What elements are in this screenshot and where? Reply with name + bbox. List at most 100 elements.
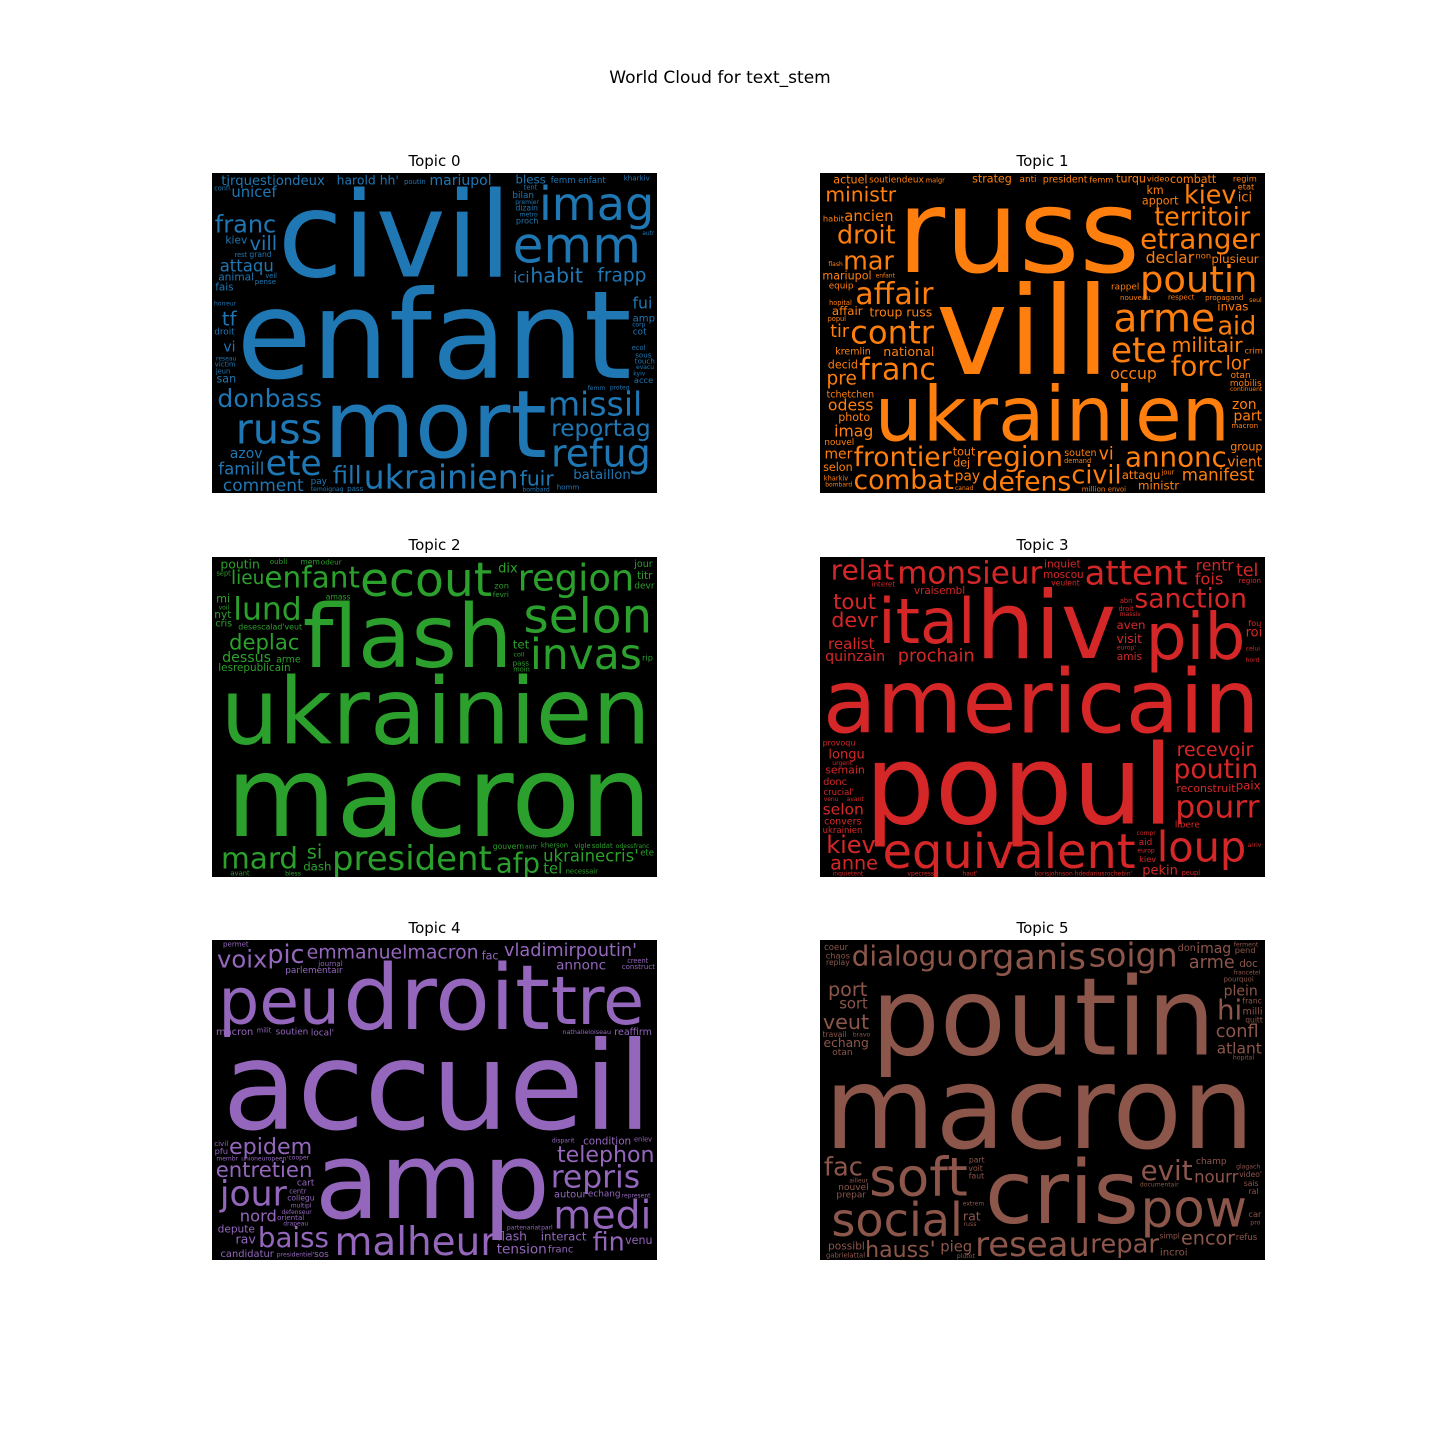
topic-0-word-82: kyiv	[633, 371, 645, 378]
topic-1-word-92: etat	[1238, 182, 1255, 192]
topic-2-word-35: oubli	[270, 557, 288, 566]
topic-2-word-39: odeur	[321, 558, 342, 567]
topic-5-word-14: veut	[823, 1010, 869, 1034]
topic-2-word-22: gouvern	[493, 842, 524, 851]
topic-0-word-36: tf	[222, 308, 238, 331]
topic-4-word-30: collegu	[287, 1193, 315, 1202]
topic-3-word-40: paix	[1236, 779, 1261, 793]
topic-5-word-10: hauss'	[865, 1237, 936, 1260]
topic-1-word-76: continuent	[1230, 386, 1263, 393]
topic-1-word-50: rappel	[1111, 283, 1139, 293]
topic-4-word-66: creent	[627, 957, 648, 965]
topic-0-word-35: fui	[633, 294, 653, 313]
topic-0-word-31: bataillon	[573, 468, 631, 483]
topic-0-word-14: franc	[215, 210, 276, 238]
topic-5-word-15: fac	[824, 1153, 863, 1183]
topic-4-word-12: vladimirpoutin'	[504, 941, 637, 961]
topic-0-word-15: reportag	[551, 416, 650, 442]
topic-4-word-23: candidatur	[221, 1249, 275, 1260]
topic-0-word-69: jeun	[215, 367, 230, 375]
topic-5-word-58: doc	[1239, 958, 1258, 970]
topic-0-word-21: vill	[250, 232, 278, 255]
topic-0-word-40: ici	[513, 269, 529, 286]
topic-1-word-85: bombard	[825, 481, 852, 488]
topic-5-word-29: prepar	[836, 1191, 866, 1201]
topic-4-word-19: pic	[267, 940, 304, 969]
topic-3-word-52: tel	[1236, 561, 1258, 581]
topic-0-word-20: fill	[333, 460, 362, 489]
topic-1-word-10: region	[976, 440, 1064, 473]
topic-1-word-33: souten	[1064, 448, 1096, 459]
topic-3-word-78: hdedariusrochebin'	[1075, 870, 1133, 877]
topic-3-word-19: quinzain	[825, 649, 885, 665]
topic-1-word-35: attaqu	[1122, 468, 1161, 482]
topic-2-word-51: coll	[514, 650, 525, 658]
topic-1-word-79: kharkiv	[824, 475, 848, 483]
topic-0-word-60: evacu	[636, 364, 654, 371]
topic-5-word-13: repar	[1090, 1230, 1159, 1260]
topic-5-word-35: refus	[1236, 1233, 1258, 1243]
topic-0-word-32: poutin	[404, 178, 426, 186]
topic-4-word-58: membr	[216, 1155, 238, 1162]
topic-1-word-39: pre	[827, 368, 857, 389]
topic-1-word-36: lor	[1226, 354, 1250, 375]
topic-3-word-14: relat	[831, 557, 894, 587]
topic-1-word-24: troup russ	[869, 305, 932, 320]
topic-5-word-21: hi	[1217, 993, 1242, 1026]
topic-1-word-74: million	[1082, 484, 1106, 493]
topic-0-word-27: animal	[218, 272, 254, 284]
topic-4-word-48: disparit	[552, 1138, 575, 1145]
topic-4-word-5: peu	[218, 964, 340, 1039]
topic-2-word-24: dash	[303, 860, 331, 874]
topic-2-word-2: flash	[303, 586, 513, 688]
topic-1-word-71: respect	[1168, 293, 1195, 302]
topic-2-word-17: poutin	[220, 557, 259, 571]
topic-1-word-64: mer	[825, 447, 853, 463]
topic-3-word-66: avant	[847, 796, 865, 803]
topic-1-word-45: apport	[1142, 195, 1179, 208]
topic-0-word-1: civil	[278, 173, 512, 305]
topic-0-word-62: cot	[633, 328, 647, 338]
topic-3-word-1: popul	[865, 721, 1174, 850]
topic-5-word-74: pro	[1250, 1219, 1260, 1226]
topic-2-word-62: sept	[217, 569, 232, 577]
topic-3-word-23: vraisembl	[914, 585, 965, 597]
topic-2-word-32: tet	[513, 638, 530, 652]
topic-3-word-17: anne	[830, 851, 878, 874]
topic-3-word-51: aid	[1139, 838, 1153, 848]
topic-4-title: Topic 4	[408, 919, 461, 937]
topic-1-word-9: etranger	[1140, 222, 1260, 255]
topic-0-word-55: touch	[635, 356, 655, 365]
topic-3-title: Topic 3	[1016, 536, 1069, 554]
topic-4-word-28: nathalieloiseau	[562, 1028, 611, 1036]
topic-5-word-30: otan	[832, 1048, 852, 1058]
topic-1-word-47: mariupol	[822, 269, 871, 282]
topic-3-word-69: fou	[1248, 618, 1261, 628]
topic-1-word-28: odess	[828, 396, 874, 415]
topic-3-word-21: reconstruit	[1176, 782, 1236, 795]
topic-0-word-54: droit	[214, 328, 235, 338]
topic-1-word-15: combat	[854, 465, 954, 493]
topic-3-word-2: hiv	[976, 572, 1116, 681]
topic-1-word-90: flash	[828, 261, 843, 268]
topic-5-word-32: gabrielattal	[826, 1252, 865, 1260]
topic-1-word-67: actuel	[833, 173, 867, 186]
topic-1-word-27: declar	[1146, 248, 1195, 267]
topic-5-word-18: port	[828, 978, 868, 1001]
topic-4-word-21: voix	[217, 944, 267, 973]
topic-5-word-8: soign	[1089, 940, 1178, 975]
topic-2-word-58: dix	[498, 562, 518, 577]
topic-1-word-58: tout	[953, 445, 976, 458]
topic-4-word-26: macron	[216, 1027, 253, 1038]
topic-0-word-57: homm	[557, 482, 580, 491]
topic-0-word-17: comment	[223, 476, 304, 493]
topic-0-word-78: proteg	[610, 385, 630, 392]
topic-3-word-10: poutin	[1174, 754, 1259, 785]
topic-3-word-50: inquietent	[833, 870, 864, 877]
topic-0-word-85: autr	[642, 230, 655, 237]
topic-2-word-42: kherson	[541, 842, 568, 850]
topic-5-word-26: nouvel	[838, 1183, 868, 1193]
topic-2-word-38: devr	[634, 582, 655, 592]
topic-2-word-76: bless	[285, 870, 301, 877]
